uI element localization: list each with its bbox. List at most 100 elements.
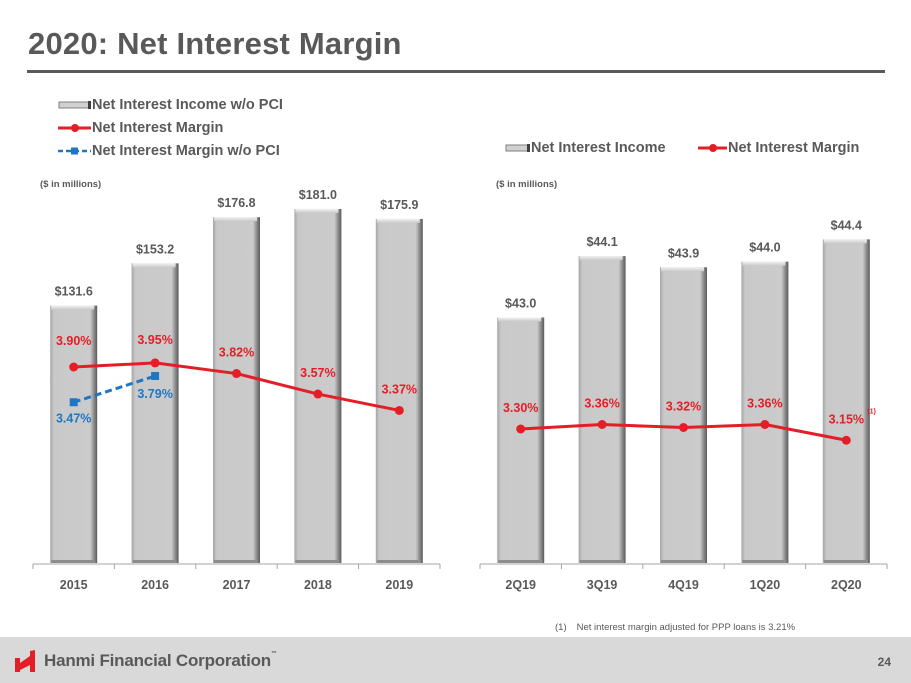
bar-value-label: $181.0 xyxy=(299,188,337,202)
right-chart: $43.0 $44.1 $43.9 $44.0 $44.4 2Q19 3Q19 4Q19 1Q2… xyxy=(479,218,888,592)
right-units-label: ($ in millions) xyxy=(496,179,558,190)
footer-bar xyxy=(0,637,911,683)
company-logo: Hanmi Financial Corporation™ xyxy=(14,650,277,672)
bar-bevel-bottom xyxy=(295,560,340,563)
bar-body xyxy=(578,256,626,563)
bar-body xyxy=(375,218,423,563)
nim-marker xyxy=(679,423,688,432)
bar-value-label: $43.9 xyxy=(668,246,699,260)
footnote: (1) Net interest margin adjusted for PPP … xyxy=(555,622,805,633)
nim-label: 3.57% xyxy=(300,366,335,380)
bar-body xyxy=(294,208,342,564)
bar-bevel-bottom xyxy=(661,560,705,563)
company-name: Hanmi Financial Corporation™ xyxy=(44,651,277,671)
x-tick-label: 2016 xyxy=(141,578,169,592)
slide-title: 2020: Net Interest Margin xyxy=(28,26,402,61)
bar-value-label: $44.4 xyxy=(831,218,862,232)
nim-marker xyxy=(313,389,323,399)
bar-value-label: $44.0 xyxy=(749,241,780,255)
bar-value-label: $43.0 xyxy=(505,296,536,310)
bar-bevel-top xyxy=(661,267,704,272)
nim-label: 3.36% xyxy=(584,397,619,411)
bar xyxy=(497,317,545,563)
bar xyxy=(660,267,707,563)
bar-value-label: $175.9 xyxy=(380,198,418,212)
bar-body xyxy=(497,317,545,563)
x-tick-label: 1Q20 xyxy=(750,578,781,592)
bar-swatch-icon xyxy=(505,144,530,152)
nim-marker xyxy=(232,369,241,379)
bar-bevel-top xyxy=(742,261,786,266)
bar-bevel-top xyxy=(823,239,867,244)
legend-label: Net Interest Margin xyxy=(92,120,224,136)
x-tick-label: 2019 xyxy=(385,578,413,592)
bar xyxy=(294,208,342,564)
footnote-marker: (1) xyxy=(555,622,567,633)
bar-bevel-top xyxy=(295,208,339,213)
bar-swatch-icon xyxy=(58,101,91,109)
nim-marker xyxy=(69,362,79,372)
bar xyxy=(375,218,423,563)
legend-item-nim: Net Interest Margin xyxy=(58,119,223,137)
bar-value-label: $176.8 xyxy=(217,196,255,210)
x-tick-label: 3Q19 xyxy=(587,578,618,592)
legend-item-nii-wo-pci: Net Interest Income w/o PCI xyxy=(58,96,283,114)
left-units-label: ($ in millions) xyxy=(40,179,102,190)
nim-marker xyxy=(760,420,770,429)
bar-bevel-bottom xyxy=(132,560,177,563)
bar-body xyxy=(741,261,789,563)
nim-label: 3.95% xyxy=(137,333,172,347)
bar-bevel-bottom xyxy=(498,560,543,563)
bar xyxy=(213,217,260,563)
x-tick-label: 2015 xyxy=(60,578,88,592)
footnote-text: Net interest margin adjusted for PPP loa… xyxy=(576,622,796,633)
legend-item-nii: Net Interest Income xyxy=(505,139,666,157)
nim-label: 3.82% xyxy=(219,346,254,360)
legend-label: Net Interest Margin xyxy=(728,140,860,156)
bar xyxy=(741,261,789,563)
footnote-reference: (1) xyxy=(867,408,876,415)
bar xyxy=(822,239,870,564)
nim-label: 3.30% xyxy=(503,401,538,415)
nim-wo-pci-line xyxy=(73,374,156,404)
x-tick-label: 2017 xyxy=(223,578,251,592)
bar-bevel-top xyxy=(214,217,257,222)
nim-marker xyxy=(597,420,607,429)
nim-wo-pci-marker xyxy=(69,398,78,407)
legend-label: Net Interest Income w/o PCI xyxy=(92,97,283,113)
x-tick-label: 2018 xyxy=(304,578,332,592)
legend-label: Net Interest Income xyxy=(531,140,666,156)
bar-body xyxy=(131,263,179,563)
charts-canvas: $131.6 $153.2 $176.8 $181.0 $175.9 2015 2016 20… xyxy=(32,188,888,592)
nim-label: 3.37% xyxy=(382,382,417,396)
nim-marker xyxy=(150,358,160,368)
nim-wo-pci-marker xyxy=(151,372,160,381)
bar-bevel-bottom xyxy=(376,560,421,563)
trademark-symbol: ™ xyxy=(270,651,277,657)
bar-value-label: $44.1 xyxy=(586,235,617,249)
nim-marker xyxy=(516,424,526,434)
nim-wo-pci-label: 3.47% xyxy=(56,411,91,425)
bar-bevel-top xyxy=(498,317,542,322)
nim-label: 3.32% xyxy=(666,400,701,414)
nim-marker xyxy=(841,435,851,445)
x-tick-label: 2Q20 xyxy=(831,578,862,592)
left-chart: $131.6 $153.2 $176.8 $181.0 $175.9 2015 2016 20… xyxy=(32,188,441,592)
bar xyxy=(578,256,626,563)
nim-wo-pci-label: 3.79% xyxy=(137,387,172,401)
x-tick-label: 2Q19 xyxy=(505,578,536,592)
bar-value-label: $131.6 xyxy=(55,285,93,299)
bar-bevel-bottom xyxy=(51,560,96,563)
nim-label: 3.90% xyxy=(56,334,91,348)
company-name-text: Hanmi Financial Corporation xyxy=(44,651,271,670)
bar-bevel-bottom xyxy=(823,560,868,563)
bar-body xyxy=(822,239,870,564)
bar-body xyxy=(660,267,707,563)
bar-bevel-bottom xyxy=(742,560,787,563)
title-divider xyxy=(27,70,885,73)
page-number: 24 xyxy=(877,655,891,669)
legend-label: Net Interest Margin w/o PCI xyxy=(92,143,280,159)
legend-item-nim: Net Interest Margin xyxy=(698,139,859,157)
nim-label: 3.15% xyxy=(829,412,864,426)
red-line-marker-icon xyxy=(698,144,727,152)
